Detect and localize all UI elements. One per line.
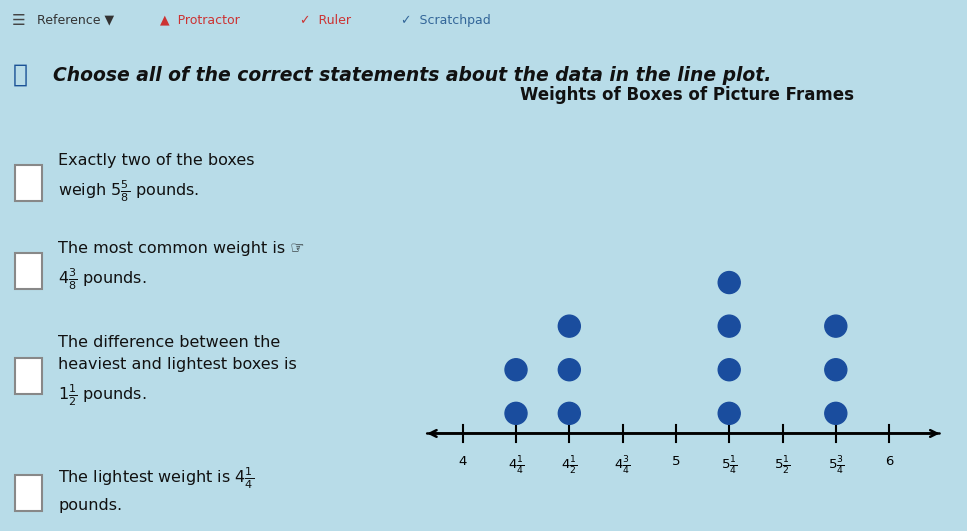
Text: $4\frac{1}{4}$: $4\frac{1}{4}$ xyxy=(508,455,524,477)
FancyBboxPatch shape xyxy=(15,475,42,511)
Text: Reference ▼: Reference ▼ xyxy=(37,14,114,27)
Text: The most common weight is ☞
4$\frac{3}{8}$ pounds.: The most common weight is ☞ 4$\frac{3}{8… xyxy=(58,241,305,292)
Ellipse shape xyxy=(825,359,847,381)
Text: $5\frac{3}{4}$: $5\frac{3}{4}$ xyxy=(828,455,844,477)
Text: The difference between the
heaviest and lightest boxes is
1$\frac{1}{2}$ pounds.: The difference between the heaviest and … xyxy=(58,335,297,408)
Text: ✓  Ruler: ✓ Ruler xyxy=(300,14,351,27)
Ellipse shape xyxy=(825,315,847,337)
Ellipse shape xyxy=(718,359,740,381)
FancyBboxPatch shape xyxy=(15,165,42,201)
Text: 4: 4 xyxy=(458,455,467,468)
Text: $4\frac{3}{4}$: $4\frac{3}{4}$ xyxy=(614,455,630,477)
Text: ☰: ☰ xyxy=(12,13,25,28)
Text: Exactly two of the boxes
weigh 5$\frac{5}{8}$ pounds.: Exactly two of the boxes weigh 5$\frac{5… xyxy=(58,153,254,204)
Text: ▲  Protractor: ▲ Protractor xyxy=(160,14,239,27)
Ellipse shape xyxy=(718,271,740,294)
Ellipse shape xyxy=(558,359,580,381)
Text: 6: 6 xyxy=(885,455,894,468)
Text: 5: 5 xyxy=(672,455,680,468)
Text: ✓  Scratchpad: ✓ Scratchpad xyxy=(401,14,491,27)
Ellipse shape xyxy=(718,315,740,337)
Text: Weights of Boxes of Picture Frames: Weights of Boxes of Picture Frames xyxy=(519,86,854,104)
Ellipse shape xyxy=(718,402,740,424)
Ellipse shape xyxy=(505,402,527,424)
Text: Choose all of the correct statements about the data in the line plot.: Choose all of the correct statements abo… xyxy=(53,65,772,84)
Text: ⓘ: ⓘ xyxy=(13,63,28,87)
Ellipse shape xyxy=(558,315,580,337)
Text: $4\frac{1}{2}$: $4\frac{1}{2}$ xyxy=(561,455,577,477)
Text: The lightest weight is 4$\frac{1}{4}$
pounds.: The lightest weight is 4$\frac{1}{4}$ po… xyxy=(58,465,254,513)
Ellipse shape xyxy=(825,402,847,424)
Ellipse shape xyxy=(558,402,580,424)
FancyBboxPatch shape xyxy=(15,358,42,393)
FancyBboxPatch shape xyxy=(15,253,42,289)
Text: $5\frac{1}{2}$: $5\frac{1}{2}$ xyxy=(775,455,791,477)
Text: $5\frac{1}{4}$: $5\frac{1}{4}$ xyxy=(721,455,738,477)
Ellipse shape xyxy=(505,359,527,381)
